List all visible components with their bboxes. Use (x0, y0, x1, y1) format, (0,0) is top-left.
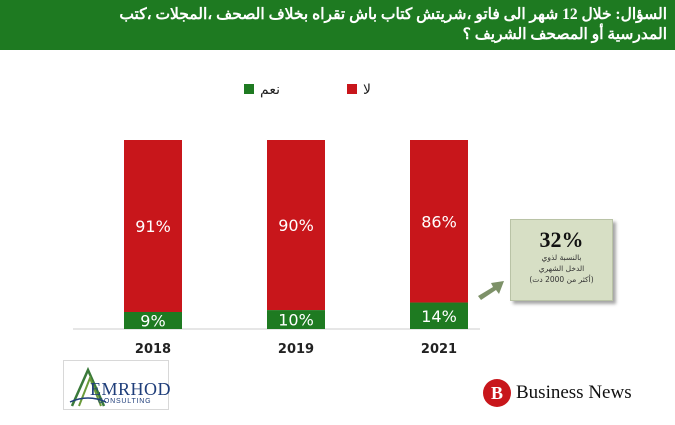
bar-yes-2018 (124, 311, 182, 329)
callout-line-2: الدخل الشهري (538, 264, 585, 273)
bar-label-no-2018: 91% (135, 217, 171, 236)
arrow-icon (478, 281, 504, 300)
callout-value: 32% (539, 227, 584, 252)
legend-yes-label: نعم (260, 82, 280, 98)
bar-no-2018 (124, 140, 182, 312)
bars-group: 91% 9% 2018 90% 10% 2019 86% 14% 2021 (124, 140, 468, 357)
legend-no-label: لا (363, 82, 371, 98)
question-line-1: السؤال: خلال 12 شهر الى فاتو ،شريتش كتاب… (119, 6, 667, 23)
question-header: السؤال: خلال 12 شهر الى فاتو ،شريتش كتاب… (0, 0, 675, 50)
callout-line-1: بالنسبة لذوي (541, 253, 582, 262)
bar-label-yes-2018: 9% (140, 311, 165, 330)
emrhod-logo: EMRHOD CONSULTING (63, 360, 172, 410)
callout-arrow (478, 281, 504, 300)
bn-letter: B (491, 383, 503, 403)
bar-label-yes-2021: 14% (421, 307, 457, 326)
emrhod-subtitle: CONSULTING (98, 398, 152, 405)
x-tick-label-2019: 2019 (278, 342, 314, 357)
bar-yes-2019 (267, 310, 325, 329)
x-tick-label-2018: 2018 (135, 342, 171, 357)
bar-label-no-2021: 86% (421, 212, 457, 231)
legend-no-swatch (347, 84, 357, 94)
business-news-name: Business News (516, 382, 632, 403)
x-tick-label-2021: 2021 (421, 342, 457, 357)
callout-line-3: (أكثر من 2000 دت) (529, 275, 594, 284)
bar-yes-2021 (410, 302, 468, 329)
income-callout-box: 32% بالنسبة لذوي الدخل الشهري (أكثر من 2… (510, 219, 613, 301)
business-news-logo: B Business News (482, 377, 662, 409)
business-news-b-icon: B (483, 379, 511, 407)
bar-no-2019 (267, 140, 325, 311)
bar-label-no-2019: 90% (278, 216, 314, 235)
emrhod-name: EMRHOD (90, 379, 172, 399)
question-line-2: المدرسية أو المصحف الشريف ؟ (462, 26, 667, 43)
bar-label-yes-2019: 10% (278, 311, 314, 330)
legend-yes-swatch (244, 84, 254, 94)
legend: لا نعم (244, 82, 371, 98)
emrhod-emblem-icon (69, 366, 107, 407)
bar-no-2021 (410, 140, 468, 303)
